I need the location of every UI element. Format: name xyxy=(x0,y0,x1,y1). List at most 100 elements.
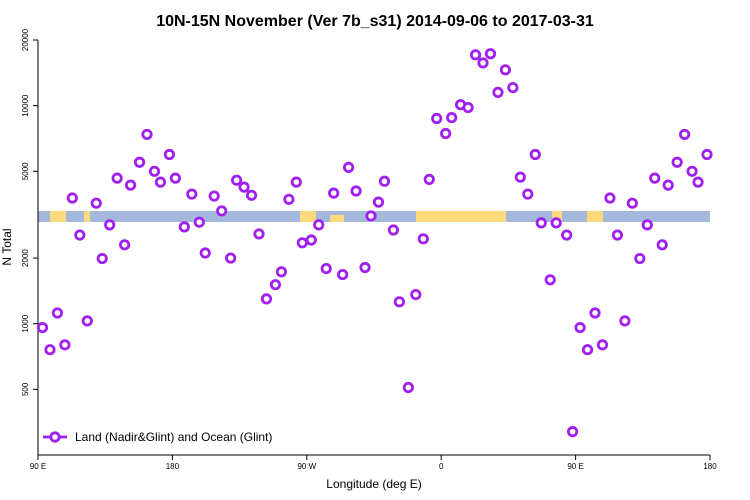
point xyxy=(343,161,355,173)
point xyxy=(169,172,181,184)
point xyxy=(671,156,683,168)
point xyxy=(111,172,123,184)
land-band xyxy=(552,211,562,222)
point xyxy=(365,210,377,222)
land-band xyxy=(50,211,66,222)
point xyxy=(96,252,108,265)
point xyxy=(320,262,332,275)
point xyxy=(649,172,661,184)
point xyxy=(619,315,631,327)
point xyxy=(561,229,573,241)
land-band xyxy=(300,211,316,222)
point xyxy=(522,188,534,200)
point xyxy=(589,307,601,319)
point xyxy=(296,237,308,249)
point xyxy=(431,112,443,125)
point xyxy=(372,196,385,208)
point xyxy=(238,181,250,193)
point xyxy=(596,339,609,351)
point xyxy=(141,128,153,141)
x-tick-label: 90 W xyxy=(297,462,316,471)
point xyxy=(81,315,93,327)
point xyxy=(417,233,429,245)
point xyxy=(359,261,371,274)
point xyxy=(216,205,228,217)
point xyxy=(544,274,556,286)
legend-marker xyxy=(49,431,61,443)
point xyxy=(90,197,102,209)
point xyxy=(305,234,317,246)
point xyxy=(462,101,474,114)
x-axis-label: Longitude (deg E) xyxy=(326,477,421,491)
point xyxy=(410,288,422,301)
point xyxy=(535,217,547,229)
point xyxy=(484,48,497,60)
point xyxy=(178,221,190,233)
point xyxy=(269,279,282,291)
point xyxy=(393,296,405,308)
point xyxy=(313,219,325,231)
point xyxy=(604,192,616,204)
point xyxy=(275,266,288,278)
point xyxy=(104,219,116,231)
y-tick-label: 500 xyxy=(21,382,30,396)
point xyxy=(574,321,586,334)
point xyxy=(253,228,265,240)
x-tick-label: 0 xyxy=(439,462,444,471)
point xyxy=(581,344,594,356)
point xyxy=(387,224,400,236)
x-tick-label: 90 E xyxy=(567,462,583,471)
y-tick-label: 10000 xyxy=(21,94,30,117)
point xyxy=(199,247,211,259)
point xyxy=(626,197,638,209)
point xyxy=(36,321,49,334)
point xyxy=(193,216,205,228)
point xyxy=(701,148,713,161)
point xyxy=(163,148,176,161)
x-tick-label: 90 E xyxy=(30,462,46,471)
point xyxy=(350,185,362,197)
y-tick-label: 20000 xyxy=(21,28,30,51)
point xyxy=(328,187,340,199)
point xyxy=(692,176,704,188)
point xyxy=(133,156,146,168)
land-band xyxy=(84,211,90,222)
point xyxy=(641,219,653,231)
y-tick-label: 2000 xyxy=(21,249,30,267)
land-band xyxy=(587,211,603,222)
point xyxy=(245,189,258,201)
point xyxy=(477,57,489,69)
point xyxy=(686,165,698,177)
y-tick-label: 1000 xyxy=(21,314,30,332)
point xyxy=(499,64,512,76)
point xyxy=(119,239,131,251)
y-axis-label: N Total xyxy=(0,228,14,265)
point xyxy=(446,112,458,124)
legend-label: Land (Nadir&Glint) and Ocean (Glint) xyxy=(75,430,272,444)
point xyxy=(662,179,674,191)
point xyxy=(337,268,349,281)
point xyxy=(550,217,562,229)
y-tick-label: 5000 xyxy=(21,162,30,180)
point xyxy=(66,192,78,204)
point xyxy=(440,127,452,140)
point xyxy=(290,176,302,188)
point xyxy=(469,49,482,61)
point xyxy=(208,190,220,202)
point xyxy=(656,239,668,251)
point xyxy=(507,81,519,94)
point xyxy=(611,229,624,241)
land-band xyxy=(330,215,344,222)
point xyxy=(51,307,64,319)
point xyxy=(514,171,526,183)
land-band xyxy=(416,211,506,222)
x-tick-label: 180 xyxy=(703,462,717,471)
point xyxy=(231,174,243,186)
point xyxy=(186,188,198,200)
point xyxy=(124,179,137,191)
point xyxy=(492,86,504,99)
point xyxy=(154,176,167,188)
chart-title: 10N-15N November (Ver 7b_s31) 2014-09-06… xyxy=(156,13,594,30)
point xyxy=(59,339,71,351)
